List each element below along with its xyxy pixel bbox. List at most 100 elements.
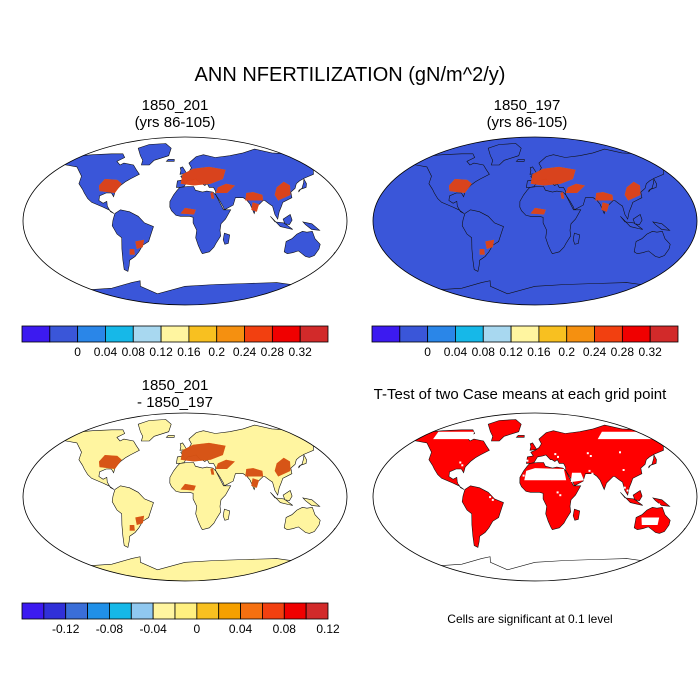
- landmass-greenland: [487, 419, 522, 442]
- hotspot-east-china: [624, 181, 641, 201]
- colorbar-tick-label: 0.2: [558, 345, 575, 359]
- insignificant-cell: [459, 502, 462, 505]
- landmass-indonesia: [270, 492, 293, 506]
- landmass-madagascar: [222, 232, 231, 245]
- hotspot-europe: [180, 166, 226, 186]
- hotspot-southern-brazil: [485, 239, 495, 249]
- colorbar-tick-label: 0.16: [177, 345, 201, 359]
- main-title: ANN NFERTILIZATION (gN/m^2/y): [194, 64, 506, 86]
- colorbar-tick-label: 0.2: [208, 345, 225, 359]
- hotspot-south-asia: [595, 192, 614, 201]
- colorbar-swatch: [649, 325, 679, 343]
- insignificant-cell: [492, 460, 495, 463]
- colorbar-swatch: [196, 602, 220, 620]
- landmass-new-guinea: [652, 221, 671, 231]
- landmass-europe-asia: [176, 148, 325, 220]
- colorbar-tick-label: 0.28: [261, 345, 285, 359]
- colorbar-swatch: [305, 602, 329, 620]
- insignificant-sahara-gap: [524, 468, 567, 481]
- colorbar-swatch: [371, 325, 401, 343]
- colorbar-swatch: [399, 325, 429, 343]
- insignificant-cell: [427, 506, 430, 509]
- insignificant-cell: [557, 473, 560, 476]
- hotspot-nile: [560, 192, 565, 199]
- colorbar-swatch: [216, 325, 245, 343]
- map-border: [372, 136, 698, 306]
- colorbar-swatch: [621, 325, 651, 343]
- colorbar-swatch: [152, 602, 176, 620]
- colorbar-swatch: [188, 325, 218, 343]
- landmass-new-guinea: [652, 497, 671, 507]
- insignificant-cell: [489, 496, 492, 499]
- hotspot-europe: [530, 166, 576, 186]
- insignificant-cell: [556, 491, 559, 494]
- panel-1-title-line2: (yrs 86-105): [134, 114, 216, 131]
- colorbar-tick-label: 0.04: [94, 345, 118, 359]
- hotspot-argentina: [129, 249, 135, 255]
- hotspot-east-china: [274, 181, 291, 201]
- hotspot-argentina: [129, 525, 135, 531]
- hotspot-southern-brazil: [135, 239, 145, 249]
- hotspot-middle-east: [215, 459, 235, 469]
- colorbar-swatch: [566, 325, 595, 343]
- landmass-north-america: [55, 153, 140, 214]
- landmass-japan: [648, 177, 657, 193]
- colorbar-swatch: [174, 602, 198, 620]
- colorbar-tick-label: 0.04: [229, 622, 253, 636]
- colorbar-tick-label: 0: [194, 622, 201, 636]
- colorbar-swatch: [262, 602, 285, 620]
- colorbar-absolute-left: 0 0.04 0.08 0.12 0.16 0.2 0.24 0.28 0.32: [21, 325, 329, 359]
- colorbar-swatch: [244, 325, 273, 343]
- insignificant-cell: [526, 497, 529, 500]
- colorbar-tick-label: 0.08: [472, 345, 496, 359]
- landmass-borneo: [282, 490, 293, 502]
- insignificant-cell: [589, 455, 592, 457]
- landmass-australia: [283, 506, 321, 534]
- colorbar-tick-label: 0.08: [122, 345, 146, 359]
- insignificant-cell: [490, 478, 493, 481]
- landmass-south-america: [111, 209, 154, 272]
- colorbar-tick-label: 0.08: [273, 622, 297, 636]
- landmass-indonesia: [270, 216, 293, 230]
- colorbar-swatch: [240, 602, 263, 620]
- insignificant-cell: [623, 486, 626, 489]
- panel-1-title-line1: 1850_201: [141, 97, 209, 114]
- colorbar-tick-label: 0.24: [233, 345, 257, 359]
- insignificant-cell: [557, 455, 559, 458]
- landmass-madagascar: [572, 508, 581, 521]
- landmass-iceland: [515, 435, 525, 438]
- colorbar-tick-label: 0.32: [639, 345, 663, 359]
- hotspot-nile: [210, 192, 215, 199]
- map-panel-1850-201: [22, 136, 348, 306]
- panel-3-title-line2: - 1850_197: [137, 394, 213, 411]
- colorbar-swatch: [49, 325, 79, 343]
- insignificant-arctic-canada-gap: [433, 431, 475, 440]
- hotspot-europe: [180, 442, 226, 462]
- hotspot-india-south: [601, 202, 609, 212]
- insignificant-cell: [458, 482, 461, 485]
- colorbar-swatch: [427, 325, 456, 343]
- landmass-iceland: [515, 159, 525, 162]
- landmass-africa: [169, 462, 232, 531]
- landmass-new-guinea: [302, 221, 321, 231]
- map-border: [372, 412, 698, 582]
- hotspot-west-africa: [180, 207, 196, 215]
- insignificant-cell: [655, 483, 658, 485]
- colorbar-tick-label: -0.12: [52, 622, 80, 636]
- landmass-africa: [169, 186, 232, 255]
- hotspot-india-south: [251, 478, 259, 488]
- significance-note: Cells are significant at 0.1 level: [447, 612, 613, 626]
- landmass-britain: [529, 442, 538, 451]
- map-border: [22, 412, 348, 582]
- landmass-europe-asia: [526, 148, 675, 220]
- landmass-iceland: [165, 159, 175, 162]
- insignificant-cell: [619, 451, 621, 454]
- insignificant-cell: [456, 499, 459, 502]
- hotspot-nile: [210, 468, 215, 475]
- insignificant-cell: [559, 494, 562, 497]
- colorbar-swatch: [218, 602, 241, 620]
- map-panel-ttest: [372, 412, 698, 582]
- map-panel-1850-197: [372, 136, 698, 306]
- insignificant-cell: [554, 453, 557, 456]
- hotspot-south-asia: [245, 468, 264, 477]
